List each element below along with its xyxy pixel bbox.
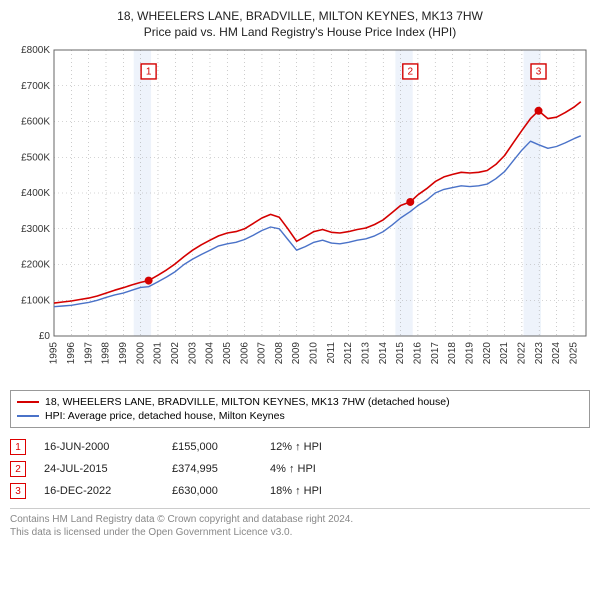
- footer-line-2: This data is licensed under the Open Gov…: [10, 526, 590, 539]
- legend-item: 18, WHEELERS LANE, BRADVILLE, MILTON KEY…: [17, 395, 583, 409]
- svg-text:2013: 2013: [361, 342, 372, 365]
- svg-text:2005: 2005: [222, 342, 233, 365]
- event-row: 1 16-JUN-2000 £155,000 12% ↑ HPI: [10, 436, 590, 458]
- event-price: £155,000: [172, 441, 252, 453]
- event-price: £374,995: [172, 463, 252, 475]
- legend-item: HPI: Average price, detached house, Milt…: [17, 409, 583, 423]
- svg-text:1997: 1997: [83, 342, 94, 365]
- legend: 18, WHEELERS LANE, BRADVILLE, MILTON KEY…: [10, 390, 590, 428]
- event-marker: 3: [10, 483, 26, 499]
- svg-text:1996: 1996: [66, 342, 77, 365]
- legend-label: 18, WHEELERS LANE, BRADVILLE, MILTON KEY…: [45, 396, 450, 408]
- event-marker: 2: [10, 461, 26, 477]
- svg-text:2020: 2020: [482, 342, 493, 365]
- svg-text:2008: 2008: [274, 342, 285, 365]
- footer-line-1: Contains HM Land Registry data © Crown c…: [10, 513, 590, 526]
- svg-text:£300K: £300K: [21, 224, 50, 235]
- footer: Contains HM Land Registry data © Crown c…: [10, 508, 590, 539]
- svg-text:2002: 2002: [170, 342, 181, 365]
- svg-text:1: 1: [146, 67, 152, 78]
- svg-text:1995: 1995: [49, 342, 60, 365]
- event-diff: 18% ↑ HPI: [270, 485, 380, 497]
- event-marker: 1: [10, 439, 26, 455]
- title-line-2: Price paid vs. HM Land Registry's House …: [10, 24, 590, 40]
- svg-text:2023: 2023: [534, 342, 545, 365]
- event-date: 16-JUN-2000: [44, 441, 154, 453]
- svg-text:£500K: £500K: [21, 153, 50, 164]
- svg-text:2016: 2016: [413, 342, 424, 365]
- svg-text:2000: 2000: [135, 342, 146, 365]
- svg-text:2001: 2001: [153, 342, 164, 365]
- svg-text:2017: 2017: [430, 342, 441, 365]
- svg-text:3: 3: [536, 67, 542, 78]
- svg-text:£800K: £800K: [21, 45, 50, 56]
- legend-swatch: [17, 401, 39, 403]
- svg-text:2024: 2024: [551, 342, 562, 365]
- svg-text:2019: 2019: [465, 342, 476, 365]
- svg-text:2007: 2007: [257, 342, 268, 365]
- svg-text:£400K: £400K: [21, 188, 50, 199]
- svg-text:£200K: £200K: [21, 260, 50, 271]
- svg-text:2021: 2021: [499, 342, 510, 365]
- svg-text:2025: 2025: [569, 342, 580, 365]
- svg-text:2012: 2012: [343, 342, 354, 365]
- event-row: 2 24-JUL-2015 £374,995 4% ↑ HPI: [10, 458, 590, 480]
- legend-label: HPI: Average price, detached house, Milt…: [45, 410, 285, 422]
- svg-text:2006: 2006: [239, 342, 250, 365]
- chart-area: £0 £100K £200K £300K £400K £500K £600K £700K £80…: [10, 44, 590, 384]
- svg-text:2022: 2022: [517, 342, 528, 365]
- svg-text:2003: 2003: [187, 342, 198, 365]
- svg-text:2010: 2010: [309, 342, 320, 365]
- events-table: 1 16-JUN-2000 £155,000 12% ↑ HPI 2 24-JUL-201…: [10, 436, 590, 502]
- svg-text:2018: 2018: [447, 342, 458, 365]
- event-row: 3 16-DEC-2022 £630,000 18% ↑ HPI: [10, 480, 590, 502]
- svg-text:1998: 1998: [101, 342, 112, 365]
- svg-text:£0: £0: [39, 331, 51, 342]
- event-diff: 12% ↑ HPI: [270, 441, 380, 453]
- svg-text:2015: 2015: [395, 342, 406, 365]
- svg-text:2014: 2014: [378, 342, 389, 365]
- svg-text:£700K: £700K: [21, 81, 50, 92]
- svg-text:2011: 2011: [326, 342, 337, 364]
- event-diff: 4% ↑ HPI: [270, 463, 380, 475]
- title-line-1: 18, WHEELERS LANE, BRADVILLE, MILTON KEY…: [10, 8, 590, 24]
- event-price: £630,000: [172, 485, 252, 497]
- legend-swatch: [17, 415, 39, 417]
- event-date: 16-DEC-2022: [44, 485, 154, 497]
- svg-text:1999: 1999: [118, 342, 129, 365]
- line-chart: £0 £100K £200K £300K £400K £500K £600K £700K £80…: [10, 44, 590, 384]
- svg-text:2009: 2009: [291, 342, 302, 365]
- svg-text:£100K: £100K: [21, 296, 50, 307]
- event-date: 24-JUL-2015: [44, 463, 154, 475]
- chart-title-block: 18, WHEELERS LANE, BRADVILLE, MILTON KEY…: [10, 8, 590, 40]
- svg-text:2: 2: [408, 67, 414, 78]
- svg-text:2004: 2004: [205, 342, 216, 365]
- svg-text:£600K: £600K: [21, 117, 50, 128]
